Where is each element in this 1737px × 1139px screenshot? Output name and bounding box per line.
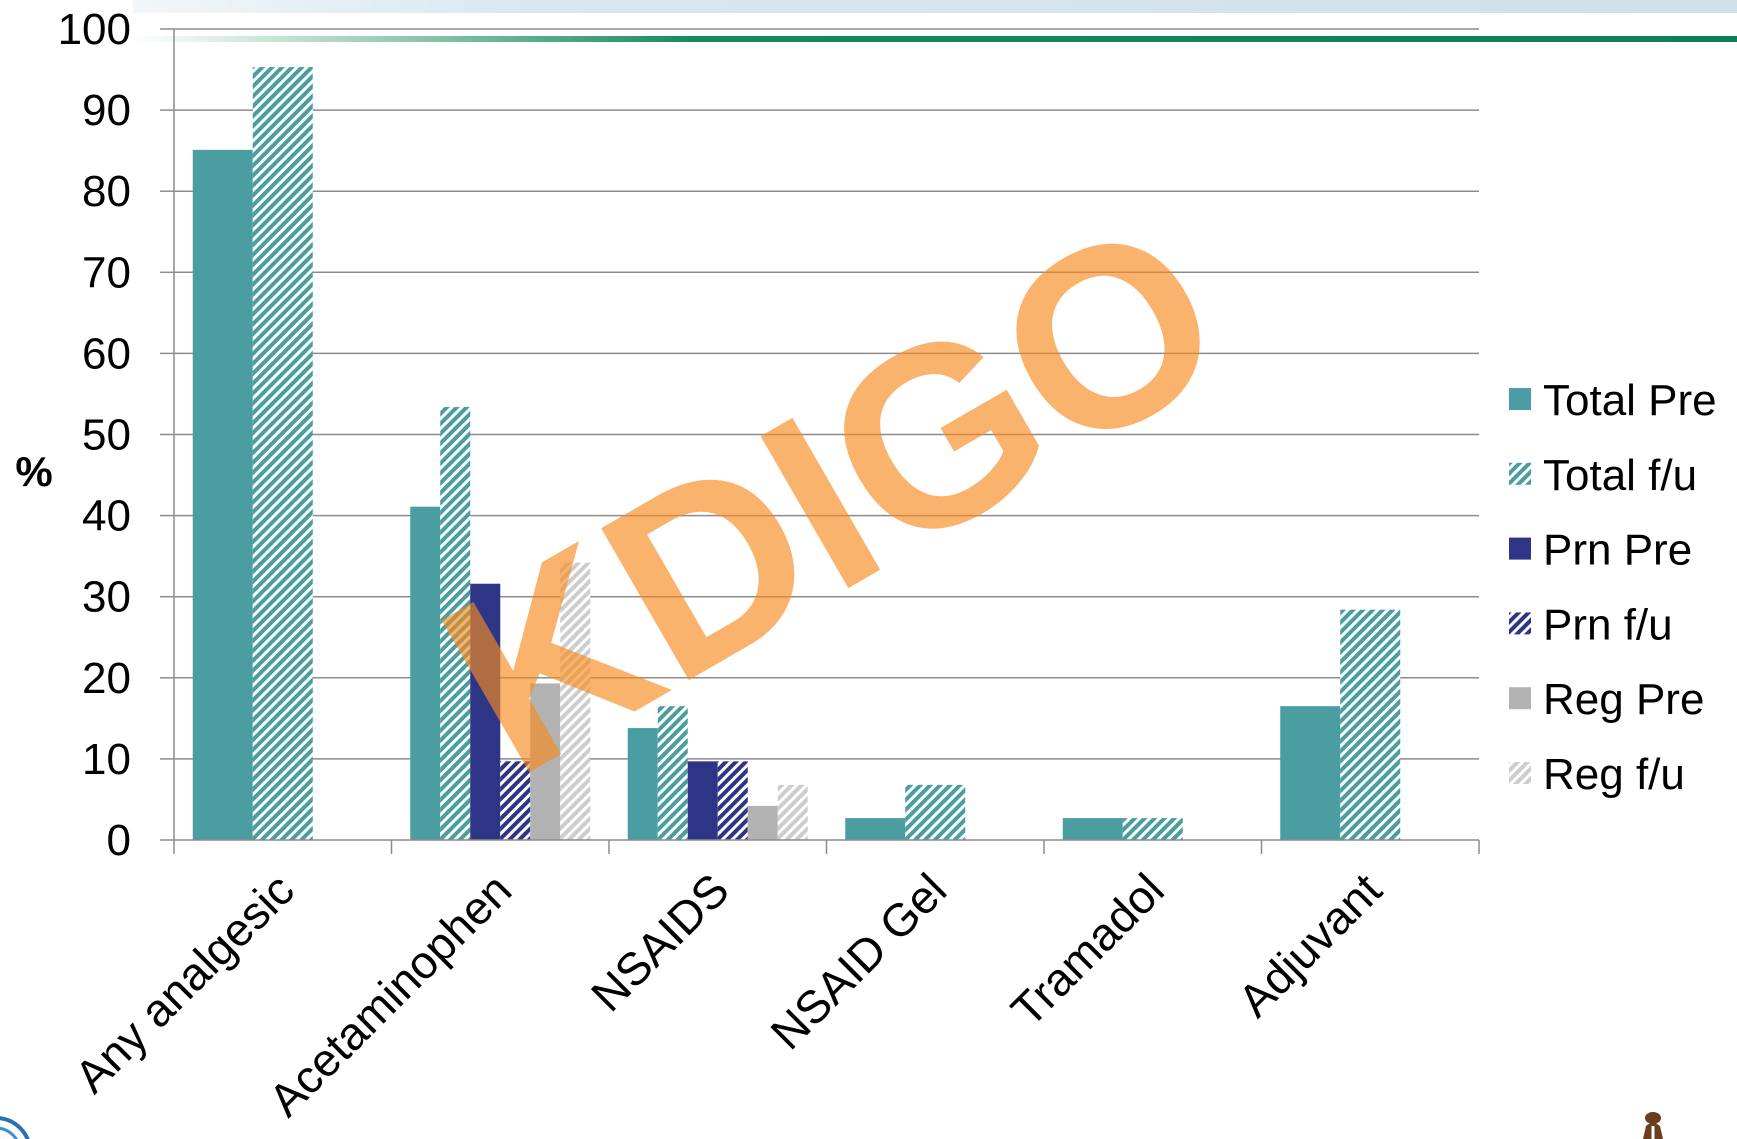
legend-item: Prn Pre xyxy=(1509,526,1692,575)
y-tick-label: 0 xyxy=(107,816,131,865)
y-tick-label: 10 xyxy=(82,735,131,784)
legend-label: Prn Pre xyxy=(1543,526,1692,575)
bar-total-f-u xyxy=(905,784,966,840)
x-tick-label: Adjuvant xyxy=(1228,863,1392,1027)
y-tick-label: 90 xyxy=(82,86,131,135)
y-tick-label: 70 xyxy=(82,248,131,297)
bar-total-f-u xyxy=(440,406,471,840)
header-band xyxy=(133,0,1737,13)
logo-bottom-right xyxy=(1643,1112,1663,1139)
bar-reg-f-u xyxy=(560,562,591,840)
legend-swatch xyxy=(1509,388,1531,410)
y-tick-label: 30 xyxy=(82,573,131,622)
legend: Total Pre Total f/u Prn Pre Prn f/u Reg Pre R… xyxy=(1509,376,1717,799)
bar-total-pre xyxy=(192,149,253,841)
logo-bottom-left xyxy=(0,1116,30,1139)
legend-label: Total f/u xyxy=(1543,451,1697,500)
legend-swatch xyxy=(1509,687,1531,710)
bar-prn-pre xyxy=(687,761,718,840)
bar-total-pre xyxy=(1062,818,1123,840)
y-tick-label: 60 xyxy=(82,329,131,378)
bar-total-pre xyxy=(1280,706,1341,840)
legend-item: Reg Pre xyxy=(1509,675,1704,724)
legend-label: Reg Pre xyxy=(1543,675,1704,724)
bar-prn-pre xyxy=(470,583,501,840)
legend-label: Reg f/u xyxy=(1543,750,1685,799)
legend-swatch xyxy=(1509,462,1531,485)
bar-total-f-u xyxy=(657,706,688,840)
y-tick-label: 20 xyxy=(82,654,131,703)
x-tick-label: NSAIDS xyxy=(581,863,739,1021)
bar-reg-pre xyxy=(530,683,561,840)
bar-prn-f-u xyxy=(717,761,748,840)
y-axis-label: % xyxy=(15,448,52,495)
bar-reg-pre xyxy=(747,805,778,840)
legend-label: Prn f/u xyxy=(1543,600,1673,649)
header-line xyxy=(133,36,1737,42)
x-tick-label: Tramadol xyxy=(1001,863,1174,1036)
legend-swatch xyxy=(1509,537,1531,560)
axes xyxy=(160,28,1480,854)
legend-item: Total Pre xyxy=(1509,376,1717,425)
y-tick-label: 50 xyxy=(82,411,131,460)
bars xyxy=(192,67,1401,841)
bar-total-f-u xyxy=(1340,609,1401,840)
bar-total-f-u xyxy=(252,67,313,840)
y-tick-labels: 0 10 20 30 40 50 60 70 80 90 100 xyxy=(58,5,131,865)
x-tick-label: NSAID Gel xyxy=(760,863,956,1059)
legend-swatch xyxy=(1509,612,1531,635)
legend-item: Prn f/u xyxy=(1509,600,1673,649)
y-tick-label: 80 xyxy=(82,167,131,216)
watermark: KDIGO xyxy=(400,164,1266,829)
bar-total-pre xyxy=(845,818,906,840)
y-tick-label: 40 xyxy=(82,492,131,541)
legend-swatch xyxy=(1509,762,1531,784)
bar-total-pre xyxy=(627,728,658,840)
gridlines xyxy=(174,28,1479,760)
bar-reg-f-u xyxy=(777,784,808,840)
y-tick-label: 100 xyxy=(58,5,131,54)
legend-item: Reg f/u xyxy=(1509,750,1685,799)
x-tick-label: Any analgesic xyxy=(65,863,304,1102)
bar-prn-f-u xyxy=(500,761,531,840)
header-decoration xyxy=(133,0,1737,42)
bar-total-f-u xyxy=(1122,818,1183,840)
bar-total-pre xyxy=(410,506,441,840)
legend-item: Total f/u xyxy=(1509,451,1697,500)
legend-label: Total Pre xyxy=(1543,376,1717,425)
